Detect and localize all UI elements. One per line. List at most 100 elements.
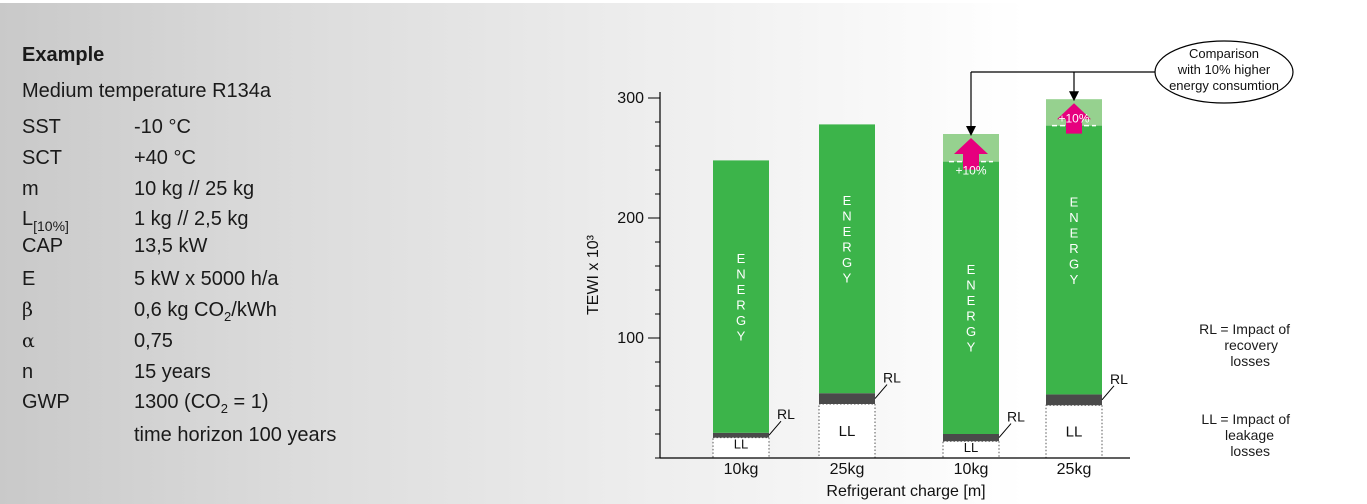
param-value: 5 kW x 5000 h/a [134, 268, 279, 290]
ll-label: LL [839, 423, 856, 440]
legend-ll-line: LL = Impact of [1201, 411, 1290, 427]
energy-letter: R [736, 297, 745, 312]
energy-letter: G [1069, 256, 1079, 271]
legend-rl-line: RL = Impact of [1199, 321, 1290, 337]
param-value-subscript: 2 [220, 401, 228, 416]
param-key: E [22, 268, 36, 290]
param-key: CAP [22, 235, 64, 257]
rl-segment [713, 432, 769, 438]
ll-segment [818, 403, 876, 459]
legend-ll-line: leakage [1224, 427, 1274, 443]
param-key: m [22, 178, 39, 200]
energy-letter: N [842, 209, 851, 224]
param-value: 13,5 kW [134, 235, 208, 257]
energy-letter: N [1069, 210, 1078, 225]
example-title: Example [22, 44, 105, 66]
callout-text: Comparison [1189, 46, 1259, 61]
energy-letter: N [966, 278, 975, 293]
energy-letter: Y [737, 328, 746, 343]
param-value: 1300 (CO2 = 1) [134, 387, 269, 419]
energy-segment [819, 124, 875, 394]
rl-segment [943, 434, 999, 442]
legend-ll-line: losses [1230, 443, 1270, 459]
y-axis-label: TEWI x 10³ [585, 234, 602, 315]
legend-rl-line: losses [1230, 353, 1270, 369]
energy-letter: Y [1070, 272, 1079, 287]
param-value: 10 kg // 25 kg [134, 178, 255, 200]
param-key-main: L [22, 208, 34, 230]
rl-segment [819, 393, 875, 404]
increase-arrow [1057, 103, 1091, 134]
x-tick-label: 10kg [954, 461, 989, 478]
rl-label: RL [883, 370, 901, 386]
energy-letter: R [966, 309, 975, 324]
energy-letter: G [736, 313, 746, 328]
param-value: +40 °C [134, 147, 196, 169]
param-key: L[10%] [22, 204, 69, 235]
energy-letter: R [842, 240, 851, 255]
callout-text: energy consumtion [1169, 78, 1279, 93]
param-value: time horizon 100 years [134, 424, 337, 446]
energy-letter: E [843, 193, 852, 208]
param-key: SST [22, 116, 61, 138]
energy-letter: N [736, 266, 745, 281]
increase-label: +10% [1058, 112, 1089, 126]
param-key: GWP [22, 391, 70, 413]
param-value-subscript: 2 [224, 309, 232, 324]
param-key: SCT [22, 147, 62, 169]
ll-segment [712, 437, 770, 459]
x-axis-label: Refrigerant charge [m] [826, 483, 985, 500]
x-tick-label: 25kg [1057, 461, 1092, 478]
energy-letter: G [842, 255, 852, 270]
rl-label: RL [777, 406, 795, 422]
energy-segment [1046, 125, 1102, 395]
energy-segment [713, 160, 769, 433]
rl-pointer [1101, 385, 1115, 401]
param-value: -10 °C [134, 116, 191, 138]
x-tick-label: 25kg [830, 461, 865, 478]
increase-label: +10% [955, 164, 986, 178]
y-tick-label: 200 [617, 210, 644, 227]
ll-label: LL [734, 437, 748, 452]
rl-segment [1046, 394, 1102, 406]
rl-pointer [874, 384, 888, 399]
energy-letter: E [1070, 194, 1079, 209]
energy-letter: R [1069, 241, 1078, 256]
callout-text: with 10% higher [1177, 62, 1271, 77]
ll-label: LL [964, 440, 978, 455]
energy-letter: E [737, 251, 746, 266]
y-tick-label: 100 [617, 330, 644, 347]
energy-letter: E [737, 282, 746, 297]
param-key-subscript: [10%] [33, 218, 69, 234]
bar-group: LLENERGYRLLLENERGYRLLLENERGYRL+10%LLENER… [712, 99, 1128, 459]
param-value-pre: 1300 (CO [134, 391, 221, 413]
energy-letter: E [967, 293, 976, 308]
energy-letter: E [843, 224, 852, 239]
energy-letter: E [967, 262, 976, 277]
param-key: β [22, 299, 33, 321]
top-rule [0, 0, 1367, 3]
energy-segment [943, 161, 999, 434]
energy-letter: Y [843, 271, 852, 286]
rl-label: RL [1007, 409, 1025, 425]
ll-segment [1045, 404, 1103, 459]
legend-rl: RL = Impact of recovery losses [1180, 321, 1290, 369]
param-value: 15 years [134, 361, 211, 383]
legend-rl-line: recovery [1224, 337, 1278, 353]
param-value: 0,75 [134, 330, 173, 352]
param-value-post: = 1) [227, 391, 269, 413]
param-value: 1 kg // 2,5 kg [134, 208, 249, 230]
param-value-pre: 0,6 kg CO [134, 299, 225, 321]
legend-ll: LL = Impact of leakage losses [1180, 411, 1290, 459]
param-key: α [22, 330, 35, 352]
param-key: n [22, 361, 34, 383]
param-value: 0,6 kg CO2/kWh [134, 295, 277, 327]
rl-label: RL [1110, 371, 1128, 387]
energy-letter: Y [967, 340, 976, 355]
rl-pointer [768, 420, 782, 436]
param-value-post: /kWh [231, 299, 277, 321]
x-tick-label: 10kg [724, 461, 759, 478]
energy-letter: G [966, 324, 976, 339]
